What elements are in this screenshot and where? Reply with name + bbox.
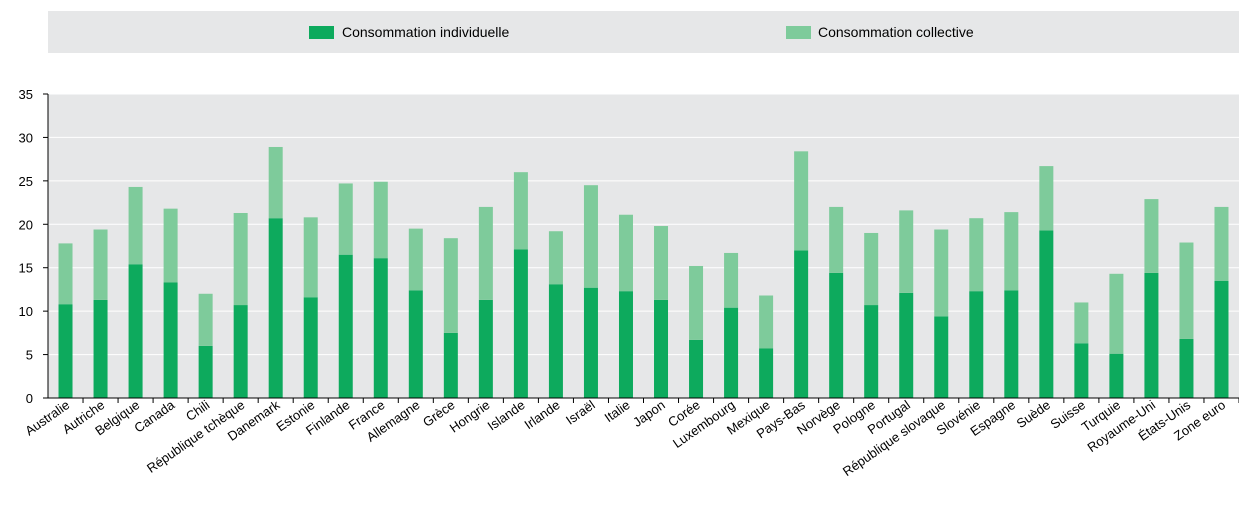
bar-collective <box>163 208 178 283</box>
bar-individuelle <box>1144 272 1159 398</box>
bar-collective <box>583 185 598 288</box>
x-tick-label: Hongrie <box>447 397 493 435</box>
y-tick-label: 5 <box>26 348 33 363</box>
bar-collective <box>338 183 353 255</box>
bar-collective <box>373 181 388 259</box>
legend-swatch-collective <box>786 26 811 39</box>
bar-individuelle <box>829 272 844 398</box>
bar-collective <box>1144 199 1159 273</box>
x-tick-label: Italie <box>602 397 633 425</box>
bar-individuelle <box>478 299 493 398</box>
y-tick-label: 20 <box>19 217 33 232</box>
y-tick-label: 10 <box>19 304 33 319</box>
bar-individuelle <box>443 332 458 398</box>
bar-collective <box>829 206 844 273</box>
y-tick-label: 0 <box>26 391 33 406</box>
bar-collective <box>58 243 73 305</box>
y-tick-label: 30 <box>19 130 33 145</box>
bar-individuelle <box>58 304 73 398</box>
y-tick-label: 25 <box>19 174 33 189</box>
bar-collective <box>548 231 563 285</box>
bar-collective <box>303 217 318 298</box>
bar-individuelle <box>1109 353 1124 398</box>
bar-collective <box>198 293 213 346</box>
bar-individuelle <box>408 290 423 398</box>
bar-collective <box>1214 206 1229 281</box>
bar-collective <box>759 295 774 349</box>
bar-collective <box>478 206 493 300</box>
bar-individuelle <box>654 299 669 398</box>
bar-individuelle <box>899 292 914 398</box>
bar-individuelle <box>198 345 213 398</box>
plot-area <box>48 94 1239 398</box>
bar-individuelle <box>1179 338 1194 398</box>
bar-individuelle <box>934 316 949 398</box>
legend-label-collective: Consommation collective <box>818 24 974 40</box>
bar-collective <box>794 151 809 251</box>
bar-individuelle <box>128 264 143 398</box>
bar-collective <box>1004 212 1019 291</box>
y-tick-label: 15 <box>19 261 33 276</box>
bar-individuelle <box>618 291 633 398</box>
bar-collective <box>724 252 739 308</box>
bar-individuelle <box>548 284 563 398</box>
bar-collective <box>513 172 528 250</box>
bar-individuelle <box>689 339 704 398</box>
x-tick-label: Suède <box>1014 397 1053 431</box>
bar-individuelle <box>1039 230 1054 398</box>
legend-swatch-individuelle <box>309 26 334 39</box>
bar-individuelle <box>1214 280 1229 398</box>
bar-individuelle <box>794 250 809 398</box>
bar-individuelle <box>93 299 108 398</box>
legend: Consommation individuelle Consommation c… <box>48 11 1239 53</box>
bar-collective <box>1109 273 1124 354</box>
bar-collective <box>1179 242 1194 339</box>
bar-collective <box>233 212 248 306</box>
bar-collective <box>93 229 108 300</box>
bar-collective <box>443 238 458 333</box>
legend-background <box>48 11 1239 53</box>
bar-individuelle <box>373 258 388 398</box>
bars <box>58 146 1229 398</box>
bar-collective <box>934 229 949 317</box>
bar-individuelle <box>759 348 774 398</box>
bar-collective <box>864 232 879 306</box>
bar-collective <box>128 186 143 265</box>
bar-individuelle <box>303 297 318 398</box>
x-tick-label: Canada <box>131 397 178 436</box>
bar-collective <box>1074 302 1089 344</box>
bar-collective <box>654 226 669 300</box>
bar-individuelle <box>724 307 739 398</box>
x-tick-label: Irlande <box>521 397 562 432</box>
y-axis: 0 5 10 15 20 25 30 35 <box>19 87 49 406</box>
legend-label-individuelle: Consommation individuelle <box>342 24 510 40</box>
bar-individuelle <box>233 305 248 398</box>
bar-collective <box>618 214 633 292</box>
x-tick-label: Japon <box>630 397 668 430</box>
x-tick-label: Islande <box>485 397 528 433</box>
x-tick-label: Israël <box>563 397 598 428</box>
bar-individuelle <box>1004 290 1019 398</box>
bar-collective <box>1039 166 1054 231</box>
bar-collective <box>899 210 914 293</box>
bar-individuelle <box>163 282 178 398</box>
y-tick-label: 35 <box>19 87 33 102</box>
bar-collective <box>689 265 704 340</box>
bar-individuelle <box>969 291 984 398</box>
bar-individuelle <box>513 249 528 398</box>
bar-collective <box>408 228 423 291</box>
bar-individuelle <box>864 305 879 398</box>
bar-individuelle <box>583 287 598 398</box>
bar-individuelle <box>1074 343 1089 398</box>
bar-collective <box>969 218 984 292</box>
bar-individuelle <box>338 254 353 398</box>
bar-collective <box>268 146 283 219</box>
bar-individuelle <box>268 218 283 398</box>
